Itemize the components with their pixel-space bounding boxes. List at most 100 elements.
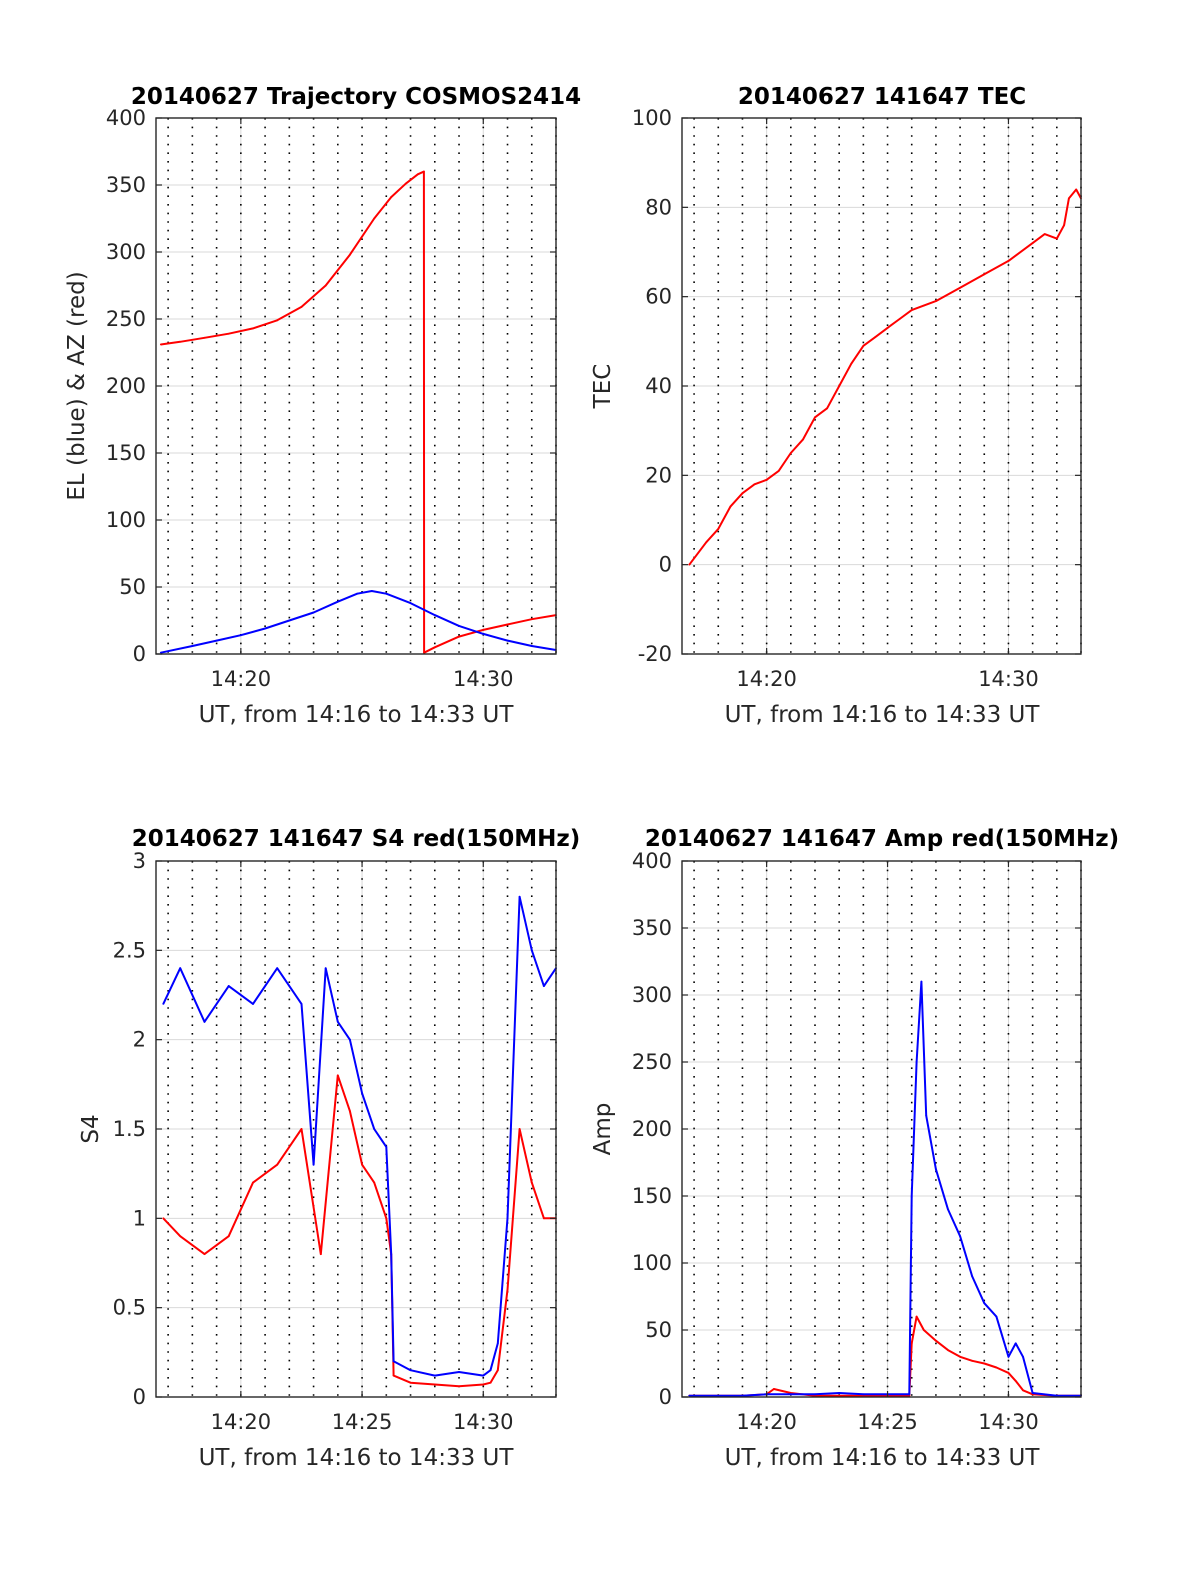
y-tick-label: 80 bbox=[645, 195, 672, 219]
series-point bbox=[518, 1128, 521, 1130]
series-point bbox=[416, 173, 419, 176]
y-tick-label: 60 bbox=[645, 285, 672, 309]
series-point bbox=[506, 1288, 509, 1291]
series-point bbox=[1068, 197, 1070, 200]
series-line bbox=[160, 590, 557, 654]
s4-title: 20140627 141647 S4 red(150MHz) bbox=[132, 826, 581, 852]
series-point bbox=[874, 335, 877, 338]
series-point bbox=[373, 1181, 376, 1184]
series-point bbox=[215, 639, 218, 642]
x-tick-label: 14:20 bbox=[736, 1410, 797, 1434]
series-point bbox=[409, 1369, 412, 1372]
series-point bbox=[203, 336, 206, 339]
series-point bbox=[862, 344, 865, 347]
series-point bbox=[1031, 242, 1034, 244]
series-point bbox=[482, 1383, 485, 1386]
series-point bbox=[947, 1208, 949, 1211]
tec-plot: -20 0 20 40 60 80 100 14:20 14:30 bbox=[632, 106, 1082, 691]
amp-xlabel: UT, from 14:16 to 14:33 UT bbox=[725, 1445, 1041, 1471]
series-point bbox=[506, 1217, 509, 1220]
series-point bbox=[252, 1003, 254, 1005]
series-point bbox=[983, 273, 986, 276]
amp-ylabel: Amp bbox=[590, 1103, 616, 1156]
series-point bbox=[506, 623, 509, 626]
series-point bbox=[496, 1369, 499, 1372]
series-point bbox=[288, 619, 291, 622]
y-tick-label: 0 bbox=[659, 553, 672, 577]
series-point bbox=[276, 1163, 279, 1166]
series-point bbox=[300, 1128, 303, 1130]
series-point bbox=[1007, 260, 1010, 262]
panel-tec: 20140627 141647 TEC UT, from 14:16 to 14… bbox=[590, 84, 1082, 728]
series-point bbox=[1031, 1392, 1034, 1394]
panel-trajectory: 20140627 Trajectory COSMOS2414 UT, from … bbox=[64, 84, 581, 728]
series-line bbox=[689, 1315, 1081, 1397]
series-point bbox=[252, 327, 254, 330]
series-point bbox=[179, 1235, 182, 1238]
y-tick-label: 20 bbox=[645, 463, 672, 487]
series-point bbox=[390, 196, 393, 198]
y-tick-label: 350 bbox=[632, 916, 672, 940]
series-point bbox=[319, 1253, 322, 1255]
series-point bbox=[705, 541, 708, 544]
series-point bbox=[1055, 237, 1058, 240]
series-point bbox=[688, 563, 691, 566]
series-point bbox=[772, 1388, 775, 1390]
series-point bbox=[385, 1217, 388, 1220]
series-point bbox=[385, 1145, 388, 1148]
series-point bbox=[433, 1383, 436, 1386]
series-point bbox=[850, 362, 853, 365]
s4-xlabel: UT, from 14:16 to 14:33 UT bbox=[199, 1445, 515, 1471]
series-point bbox=[1022, 1355, 1024, 1358]
series-point bbox=[458, 635, 460, 638]
series-point bbox=[458, 1371, 460, 1373]
x-tick-label: 14:30 bbox=[978, 1410, 1039, 1434]
series-point bbox=[959, 1235, 961, 1238]
series-point bbox=[542, 1217, 545, 1220]
y-tick-label: 2 bbox=[133, 1028, 146, 1052]
y-tick-label: 300 bbox=[632, 983, 672, 1007]
series-point bbox=[179, 967, 182, 970]
y-tick-label: 50 bbox=[119, 575, 146, 599]
series-point bbox=[947, 1349, 949, 1351]
y-tick-label: 100 bbox=[106, 508, 146, 532]
x-tick-label: 14:25 bbox=[332, 1410, 393, 1434]
x-tick-label: 14:30 bbox=[978, 667, 1039, 691]
series-point bbox=[361, 1163, 363, 1166]
series-point bbox=[518, 895, 521, 898]
series-point bbox=[356, 592, 359, 595]
series-point bbox=[300, 306, 303, 308]
tec-ylabel: TEC bbox=[590, 364, 616, 410]
series-point bbox=[227, 332, 230, 335]
series-point bbox=[765, 478, 768, 481]
series-point bbox=[1075, 188, 1078, 191]
series-point bbox=[392, 1360, 395, 1363]
series-point bbox=[983, 1362, 986, 1365]
series-point bbox=[423, 651, 426, 654]
trajectory-title: 20140627 Trajectory COSMOS2414 bbox=[131, 84, 581, 110]
series-line bbox=[162, 1074, 556, 1388]
y-tick-label: 2.5 bbox=[113, 938, 146, 962]
tec-title: 20140627 141647 TEC bbox=[738, 84, 1026, 110]
y-tick-label: 100 bbox=[632, 106, 672, 130]
series-point bbox=[530, 645, 533, 647]
series-point bbox=[910, 309, 913, 311]
series-point bbox=[838, 385, 841, 387]
x-tick-label: 14:20 bbox=[211, 667, 272, 691]
series-point bbox=[908, 1393, 911, 1396]
y-tick-label: 400 bbox=[106, 106, 146, 130]
series-point bbox=[741, 492, 744, 495]
x-tick-label: 14:25 bbox=[857, 1410, 918, 1434]
y-tick-label: 40 bbox=[645, 374, 672, 398]
series-point bbox=[162, 1003, 165, 1005]
series-point bbox=[1043, 233, 1046, 236]
series-point bbox=[910, 1342, 913, 1345]
series-point bbox=[826, 407, 828, 410]
series-point bbox=[264, 627, 266, 630]
y-tick-label: 3 bbox=[133, 849, 146, 873]
x-tick-label: 14:20 bbox=[211, 1410, 272, 1434]
series-point bbox=[203, 1253, 206, 1255]
series-point bbox=[159, 343, 162, 346]
series-point bbox=[777, 469, 780, 472]
series-point bbox=[300, 1003, 303, 1005]
